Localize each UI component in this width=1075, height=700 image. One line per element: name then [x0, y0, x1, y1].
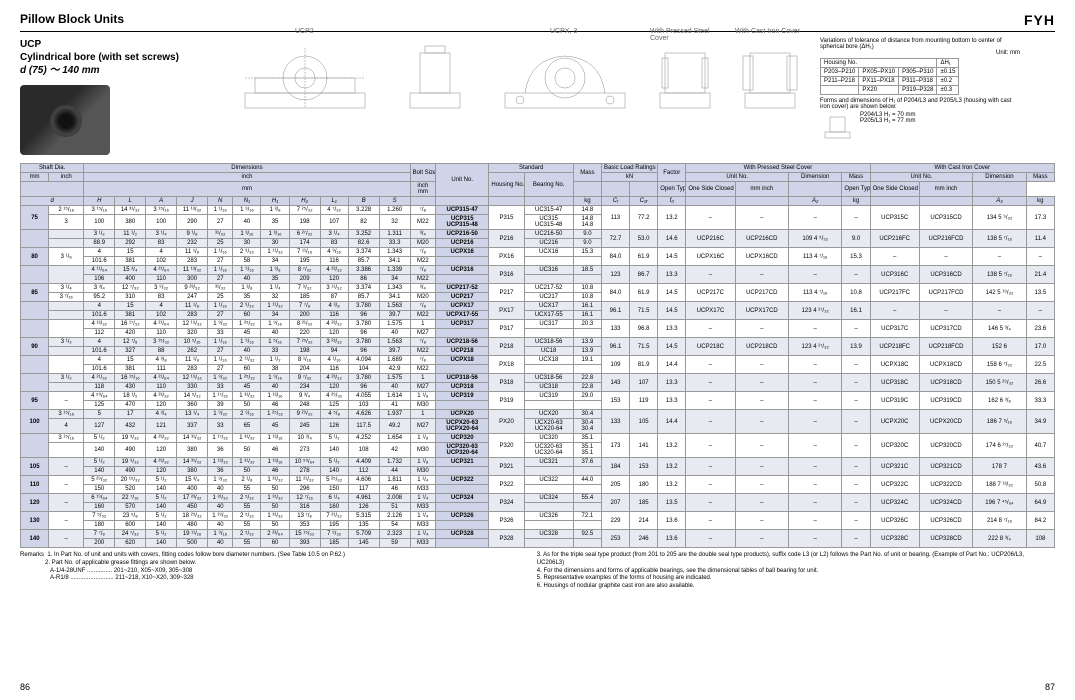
page-title: Pillow Block Units — [20, 12, 124, 28]
series-desc: Cylindrical bore (with set screws) — [20, 51, 220, 64]
diagram-ucp2: UCP2 — [235, 38, 375, 118]
diagram-pressed: With Pressed Steel Cover — [650, 38, 720, 118]
series-range: d (75) ～ 140 mm — [20, 64, 220, 77]
spec-table: Shaft Dia. Dimensions Bolt Size Unit No.… — [20, 163, 1055, 548]
product-photo — [20, 85, 110, 155]
page-number-left: 86 — [20, 682, 30, 692]
forms-icon — [820, 112, 855, 142]
diagram-ucpx3: UCPX, 3 — [495, 38, 635, 118]
tolerance-info: Variations of tolerance of distance from… — [820, 38, 1020, 142]
series-code: UCP — [20, 38, 220, 51]
diagram-side — [390, 38, 480, 118]
diagram-cast: With Cast Iron Cover — [735, 38, 805, 118]
brand-logo: FYH — [1024, 12, 1055, 28]
page-number-right: 87 — [1045, 682, 1055, 692]
remarks: Remarks 1. In Part No. of unit and units… — [20, 552, 1055, 591]
tolerance-table: Housing No.ΔH₁ P203–P210PX05–PX10P305–P3… — [820, 58, 959, 95]
